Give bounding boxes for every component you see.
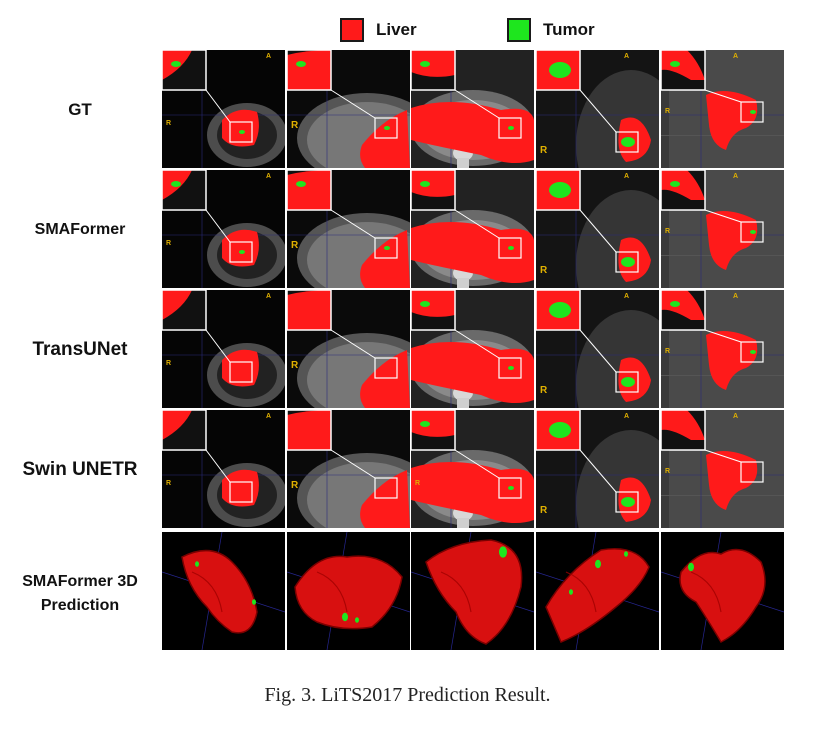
liver-3d-render [536,532,659,650]
ct-slice [536,170,659,288]
ct-slice [287,50,410,168]
image-gt-2: R [287,50,410,168]
anterior-marker: A [624,293,630,300]
image-3d-prediction-3 [411,532,534,650]
row-label-gt: GT [68,100,92,119]
ct-slice [411,290,534,408]
anterior-marker: A [624,173,630,180]
right-marker: R [665,228,671,235]
right-marker: R [665,108,671,115]
ct-slice [162,290,285,408]
anterior-marker: A [266,413,272,420]
figure-caption: Fig. 3. LiTS2017 Prediction Result. [264,684,551,706]
tumor-swatch [507,18,531,42]
anterior-marker: A [733,413,739,420]
image-3d-prediction-4 [536,532,659,650]
right-marker: R [665,468,671,475]
legend: Liver Tumor [0,18,815,48]
ct-slice [536,410,659,528]
ct-slice [411,50,534,168]
ct-slice [287,290,410,408]
ct-slice [536,290,659,408]
row-label-transunet: TransUNet [32,339,128,360]
ct-slice [162,170,285,288]
anterior-marker: A [266,173,272,180]
anterior-marker: A [733,173,739,180]
liver-3d-render [411,532,534,650]
liver-swatch [340,18,364,42]
image-transunet-3 [411,290,534,408]
legend-item-liver: Liver [340,18,417,42]
liver-3d-render [661,532,784,650]
ct-slice [661,290,784,408]
anterior-marker: A [624,413,630,420]
ct-slice [411,410,534,528]
right-marker: R [540,145,548,156]
image-smaformer-3 [411,170,534,288]
image-swin-unetr-3: R [411,410,534,528]
anterior-marker: A [733,53,739,60]
ct-slice [411,170,534,288]
liver-3d-render [162,532,285,650]
anterior-marker: A [266,53,272,60]
right-marker: R [166,240,172,247]
right-marker: R [540,385,548,396]
anterior-marker: A [266,293,272,300]
row-label-3d-prediction: SMAFormer 3D Prediction [22,573,138,614]
ct-slice [661,170,784,288]
ct-slice [661,50,784,168]
anterior-marker: A [733,293,739,300]
image-smaformer-2: R [287,170,410,288]
legend-label-tumor: Tumor [543,20,595,39]
right-marker: R [665,348,671,355]
image-3d-prediction-1 [162,532,285,650]
row-label-swin-unetr: Swin UNETR [22,459,138,480]
right-marker: R [291,360,299,371]
legend-item-tumor: Tumor [507,18,595,42]
right-marker: R [166,120,172,127]
image-3d-prediction-5 [661,532,784,650]
ct-slice [661,410,784,528]
legend-label-liver: Liver [376,20,417,39]
anterior-marker: A [624,53,630,60]
row-label-smaformer: SMAFormer [34,221,126,238]
image-gt-3 [411,50,534,168]
ct-slice [287,170,410,288]
liver-3d-render [287,532,410,650]
right-marker: R [166,360,172,367]
right-marker: R [291,480,299,491]
image-swin-unetr-2: R [287,410,410,528]
ct-slice [536,50,659,168]
right-marker: R [540,505,548,516]
right-marker: R [540,265,548,276]
right-marker: R [166,480,172,487]
ct-slice [287,410,410,528]
right-marker: R [291,120,299,131]
image-3d-prediction-2 [287,532,410,650]
image-transunet-2: R [287,290,410,408]
right-marker: R [291,240,299,251]
ct-slice [162,50,285,168]
right-marker: R [415,480,421,487]
ct-slice [162,410,285,528]
